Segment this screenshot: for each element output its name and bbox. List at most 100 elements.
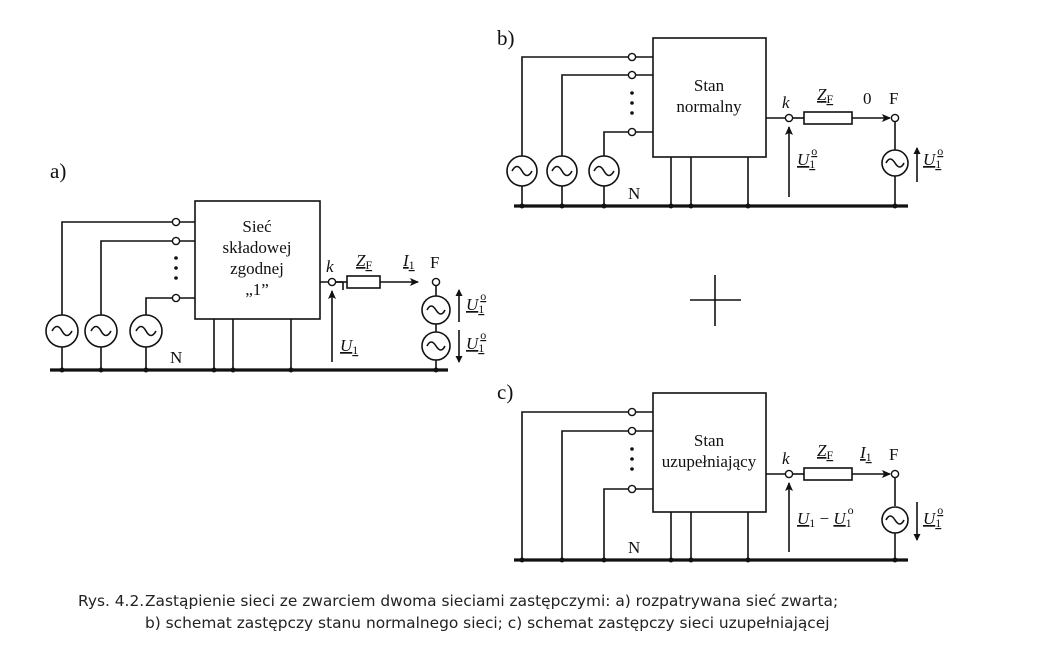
panel-c-junction bbox=[559, 557, 565, 563]
panel-c-fault-source-wave bbox=[885, 515, 905, 525]
panel-a-junction bbox=[211, 367, 217, 373]
panel-c-source3-wire bbox=[603, 488, 628, 560]
panel-a-junction bbox=[98, 367, 104, 373]
panel-a-ellipsis-dot bbox=[174, 256, 178, 260]
panel-c-terminal-f bbox=[890, 469, 900, 479]
panel-a-source3-ac-icon bbox=[129, 314, 163, 348]
panel-c-junction bbox=[668, 557, 674, 563]
panel-a-node-k: k bbox=[326, 257, 334, 276]
panel-a-label: a) bbox=[50, 159, 66, 183]
panel-a-terminal-f bbox=[431, 277, 441, 287]
panel-a-source-voltage-up: U1o bbox=[466, 289, 486, 316]
panel-b-source1-ac-icon bbox=[506, 155, 538, 187]
panel-a-zf-label: ZF bbox=[356, 251, 372, 272]
panel-b-junction bbox=[745, 203, 751, 209]
panel-b-block-legs bbox=[670, 157, 749, 206]
panel-c-ellipsis-dot bbox=[630, 457, 634, 461]
plus-sign bbox=[690, 275, 741, 326]
panel-a-junction bbox=[230, 367, 236, 373]
panel-b-terminal-1 bbox=[627, 52, 637, 62]
panel-c-block-legs bbox=[670, 512, 749, 560]
panel-a-port-lines bbox=[172, 221, 195, 299]
panel-a-node-f: F bbox=[430, 253, 439, 272]
panel-b-source1-wire bbox=[521, 56, 628, 206]
panel-a-terminal-3 bbox=[171, 293, 181, 303]
panel-c-node-k: k bbox=[782, 449, 790, 468]
panel-b-junction bbox=[519, 203, 525, 209]
panel-b-junction bbox=[892, 203, 898, 209]
panel-b-source3-wave bbox=[593, 165, 615, 177]
panel-a-source-voltage-down: U1o bbox=[466, 328, 486, 355]
panel-a-block-legs bbox=[213, 319, 292, 370]
panel-a-voltage-label: U1 bbox=[340, 336, 358, 357]
panel-c-junction bbox=[688, 557, 694, 563]
panel-a-block-line2: składowej bbox=[223, 238, 292, 257]
panel-c-network-block bbox=[652, 392, 767, 513]
panel-a-source2-wire bbox=[100, 240, 172, 370]
panel-b-fault-source-wave bbox=[885, 158, 905, 168]
panel-b-ellipsis-dot bbox=[630, 111, 634, 115]
panel-a-source3-wave bbox=[135, 325, 157, 337]
panel-a-junction bbox=[59, 367, 65, 373]
panel-a-impedance-zf bbox=[346, 275, 381, 289]
panel-b: b) N Stan normalny k ZF bbox=[497, 26, 943, 209]
panel-a-node-n: N bbox=[170, 348, 182, 367]
panel-c-terminal-2 bbox=[627, 426, 637, 436]
panel-b-source3-wire bbox=[603, 131, 628, 206]
panel-a-source2-ac-icon bbox=[84, 314, 118, 348]
panel-b-block-line2: normalny bbox=[676, 97, 742, 116]
panel-c-impedance-zf bbox=[803, 467, 853, 481]
panel-a-fault-source1-wave bbox=[426, 305, 446, 315]
caption-line-2: b) schemat zastępczy stanu normalnego si… bbox=[145, 614, 830, 632]
panel-a-source1-wave bbox=[51, 325, 73, 337]
panel-a-ellipsis-dot bbox=[174, 266, 178, 270]
panel-a-terminal-k bbox=[327, 277, 337, 287]
panel-c-terminal-1 bbox=[627, 407, 637, 417]
panel-c-source-voltage: U1o bbox=[923, 503, 943, 530]
panel-c-source1-wire bbox=[521, 411, 628, 560]
panel-a: a) N Sieć składowej zgodnej „1” bbox=[45, 159, 486, 373]
panel-b-ellipsis-dot bbox=[630, 91, 634, 95]
panel-c-junction bbox=[519, 557, 525, 563]
panel-b-terminal-3 bbox=[627, 127, 637, 137]
caption-number: Rys. 4.2. bbox=[78, 592, 145, 610]
panel-c-terminal-k bbox=[784, 469, 794, 479]
panel-a-terminal-1 bbox=[171, 217, 181, 227]
panel-a-source3-wire bbox=[145, 297, 172, 370]
panel-b-node-k: k bbox=[782, 93, 790, 112]
panel-a-junction bbox=[143, 367, 149, 373]
panel-c-ellipsis-dot bbox=[630, 467, 634, 471]
panel-c: c) N Stan uzupełniający k ZF I1 F bbox=[497, 380, 943, 563]
panel-b-source2-ac-icon bbox=[546, 155, 578, 187]
panel-c-source2-wire bbox=[561, 430, 628, 560]
panel-c-label: c) bbox=[497, 380, 513, 404]
panel-c-ellipsis-dot bbox=[630, 447, 634, 451]
panel-b-ellipsis-dot bbox=[630, 101, 634, 105]
panel-b-terminal-k bbox=[784, 113, 794, 123]
panel-c-zf-label: ZF bbox=[817, 441, 833, 462]
panel-b-source3-ac-icon bbox=[588, 155, 620, 187]
panel-b-voltage-label: U1o bbox=[797, 144, 817, 171]
panel-a-junction bbox=[433, 367, 439, 373]
panel-b-zf-label: ZF bbox=[817, 85, 833, 106]
panel-b-node-f: F bbox=[889, 89, 898, 108]
panel-c-block-line2: uzupełniający bbox=[662, 452, 757, 471]
panel-c-junction bbox=[601, 557, 607, 563]
panel-c-block-line1: Stan bbox=[694, 431, 725, 450]
panel-a-source1-ac-icon bbox=[45, 314, 79, 348]
panel-b-network-block bbox=[652, 37, 767, 158]
panel-b-node-n: N bbox=[628, 184, 640, 203]
panel-a-source2-wave bbox=[90, 325, 112, 337]
panel-c-node-n: N bbox=[628, 538, 640, 557]
panel-b-junction bbox=[559, 203, 565, 209]
panel-b-block-line1: Stan bbox=[694, 76, 725, 95]
panel-c-node-f: F bbox=[889, 445, 898, 464]
panel-a-current-label: I1 bbox=[402, 251, 415, 272]
panel-a-block-line3: zgodnej bbox=[230, 259, 284, 278]
panel-b-junction bbox=[668, 203, 674, 209]
panel-b-source1-wave bbox=[511, 165, 533, 177]
panel-b-source2-wave bbox=[551, 165, 573, 177]
panel-b-source2-wire bbox=[561, 74, 628, 206]
panel-b-terminal-f bbox=[890, 113, 900, 123]
